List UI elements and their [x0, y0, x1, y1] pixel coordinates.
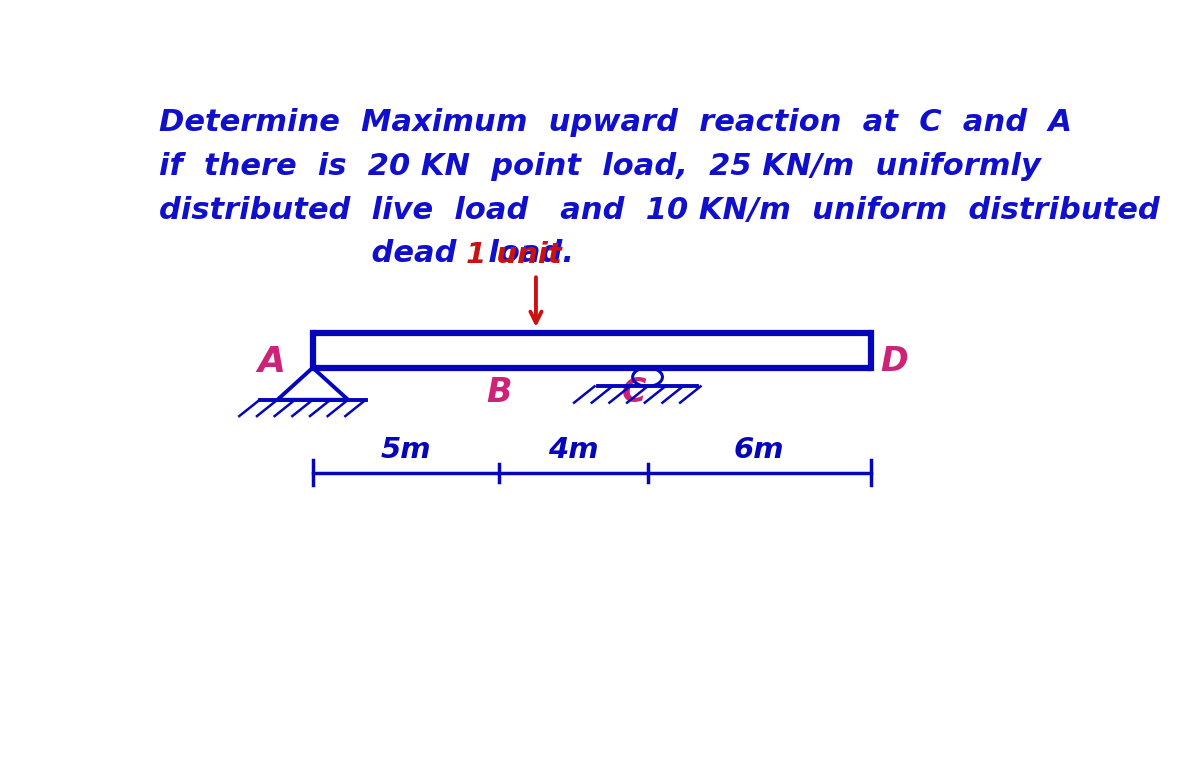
Text: 1 unit: 1 unit [467, 241, 562, 269]
Text: distributed  live  load   and  10 KN/m  uniform  distributed: distributed live load and 10 KN/m unifor… [160, 196, 1160, 225]
Text: D: D [880, 345, 908, 378]
Text: dead   load.: dead load. [160, 239, 575, 269]
Text: 4m: 4m [548, 436, 599, 464]
Text: C: C [622, 376, 646, 410]
Text: if  there  is  20 KN  point  load,  25 KN/m  uniformly: if there is 20 KN point load, 25 KN/m un… [160, 152, 1042, 181]
Text: 5m: 5m [380, 436, 431, 464]
Text: Determine  Maximum  upward  reaction  at  C  and  A: Determine Maximum upward reaction at C a… [160, 108, 1073, 137]
Text: 6m: 6m [734, 436, 785, 464]
Text: B: B [486, 376, 511, 410]
Text: A: A [257, 345, 284, 379]
